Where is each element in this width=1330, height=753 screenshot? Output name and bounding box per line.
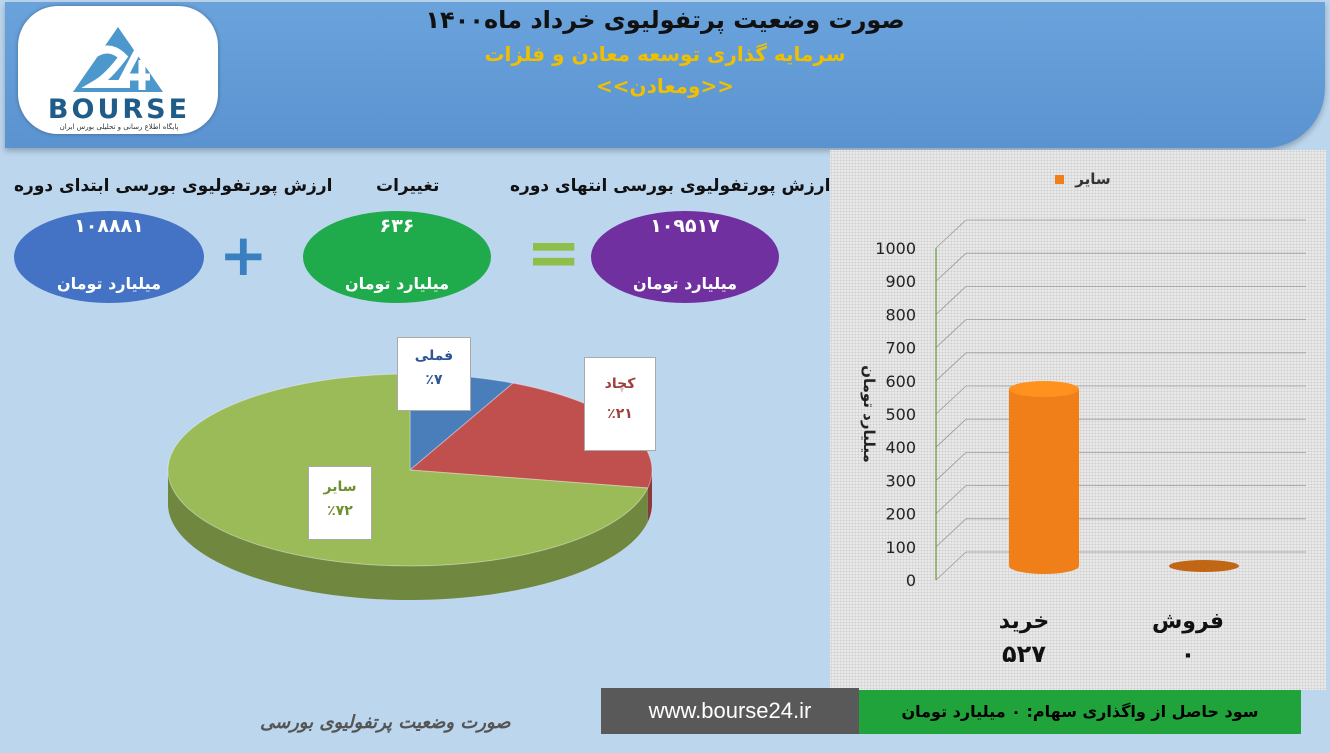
company-name: سرمایه گذاری توسعه معادن و فلزات [484,42,846,66]
y-tick-700: 700 [885,339,916,358]
bar-top-خرید [1009,381,1079,398]
pie-label-fameli: فملی ٪۷ [397,337,471,411]
gridline-diag-400 [935,418,967,448]
gridline-diag-200 [935,485,967,514]
pie-side-کچاد [647,470,652,522]
legend-label: سایر [1075,170,1111,188]
sale-profit-banner: سود حاصل از واگذاری سهام: ۰ میلیارد توما… [859,690,1301,734]
gridline-diag-0 [935,551,967,581]
pie-label-kechad-pct: ٪۲۱ [607,406,633,422]
equals-operator: = [526,214,582,291]
trade-bar-chart: 0 100 200 300 400 500 600 700 800 900 1000 میلیارد … [860,219,1306,668]
pie-label-sayer-name: سایر [323,479,357,495]
change-label: تغییرات [376,176,440,196]
y-tick-300: 300 [885,471,916,490]
y-tick-400: 400 [885,438,916,457]
gridline-diag-700 [935,319,967,348]
bar-legend: سایر [1055,170,1111,188]
y-tick-0: 0 [906,571,916,590]
pie-label-kechad-name: کچاد [604,376,636,392]
value-label-فروش: ۰ [1181,640,1196,668]
start-value-ellipse: ۱۰۸۸۸۱ میلیارد تومان [14,211,204,303]
ticker-symbol: <<ومعادن>> [596,74,734,98]
gridline-diag-100 [935,518,967,548]
pie-label-kechad: کچاد ٪۲۱ [584,357,656,451]
y-tick-500: 500 [885,405,916,424]
bourse24-logo[interactable]: BOURSE پایگاه اطلاع رسانی و تحلیلی بورس … [18,6,218,134]
end-value: ۱۰۹۵۱۷ [650,215,720,237]
x-label-خرید: خرید [999,609,1050,634]
y-tick-1000: 1000 [875,239,916,258]
change-value: ۶۳۶ [379,215,415,237]
change-unit: میلیارد تومان [344,274,450,293]
bar-فروش [1169,560,1239,572]
plus-operator: + [219,221,268,289]
page-title: صورت وضعیت پرتفولیوی خرداد ماه۱۴۰۰ [425,6,905,34]
end-value-ellipse: ۱۰۹۵۱۷ میلیارد تومان [591,211,779,303]
x-label-فروش: فروش [1152,609,1224,634]
y-tick-200: 200 [885,505,916,524]
gridline-diag-500 [935,385,967,415]
footer-caption: صورت وضعیت پرتفولیوی بورسی [260,712,511,733]
website-link[interactable]: www.bourse24.ir [601,688,859,734]
start-unit: میلیارد تومان [56,274,162,293]
gridline-diag-900 [935,252,967,282]
bar-خرید [1009,389,1079,574]
logo-word: BOURSE [47,94,191,125]
header-banner [5,2,1325,148]
logo-mark-icon [73,27,163,92]
pie-side-سایر [168,470,648,600]
y-tick-800: 800 [885,305,916,324]
gridline-diag-600 [935,352,967,382]
gridline-diag-300 [935,452,967,481]
start-value: ۱۰۸۸۸۱ [74,215,144,237]
gridline-diag-800 [935,286,967,315]
value-label-خرید: ۵۲۷ [1002,640,1046,668]
pie-label-sayer-pct: ٪۷۲ [327,503,353,519]
logo-tagline: پایگاه اطلاع رسانی و تحلیلی بورس ایران [59,123,179,131]
gridline-diag-1000 [935,219,967,249]
pie-slice-سایر [167,373,649,567]
y-tick-600: 600 [885,372,916,391]
legend-swatch [1055,175,1064,184]
end-unit: میلیارد تومان [632,274,738,293]
end-value-label: ارزش پورتفولیوی بورسی انتهای دوره [510,176,831,196]
y-tick-900: 900 [885,272,916,291]
y-tick-100: 100 [885,538,916,557]
pie-label-fameli-pct: ٪۷ [425,372,443,388]
change-ellipse: ۶۳۶ میلیارد تومان [303,211,491,303]
pie-label-fameli-name: فملی [414,348,454,364]
start-value-label: ارزش پورتفولیوی بورسی ابتدای دوره [14,176,333,196]
y-axis-label: میلیارد تومان [860,365,878,463]
pie-label-sayer: سایر ٪۷۲ [308,466,372,540]
